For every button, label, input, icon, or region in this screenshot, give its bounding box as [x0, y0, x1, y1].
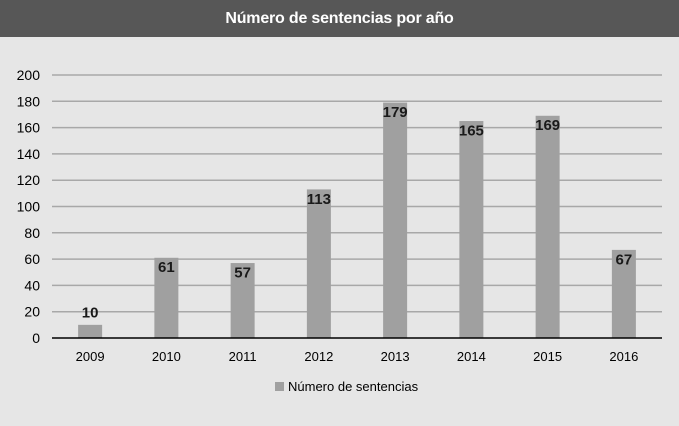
x-tick-label: 2015 [533, 349, 562, 364]
bar [230, 263, 255, 338]
legend-swatch [275, 382, 284, 391]
x-tick-label: 2009 [76, 349, 105, 364]
x-tick-label: 2014 [457, 349, 486, 364]
legend-label: Número de sentencias [288, 379, 419, 394]
data-label: 179 [383, 104, 408, 121]
y-tick-label: 60 [24, 251, 40, 267]
y-tick-label: 200 [17, 67, 41, 83]
data-label: 61 [158, 259, 175, 276]
data-label: 10 [82, 304, 99, 321]
y-tick-label: 180 [17, 93, 41, 109]
bars [78, 102, 636, 339]
data-label: 165 [459, 122, 484, 139]
y-tick-label: 160 [17, 120, 41, 136]
bar [459, 121, 484, 339]
x-tick-label: 2011 [229, 349, 257, 364]
y-tick-label: 100 [17, 199, 41, 215]
chart-title: Número de sentencias por año [225, 10, 454, 27]
y-tick-label: 140 [17, 146, 41, 162]
axes: 0 20 40 60 80 100 120 140 160 180 200 2009 2010 2011 2… [17, 67, 662, 364]
bar [611, 249, 636, 338]
data-labels: 10 61 57 113 179 165 169 67 [82, 104, 632, 321]
x-tick-label: 2012 [304, 349, 333, 364]
x-tick-label: 2016 [609, 349, 638, 364]
data-label: 57 [234, 264, 251, 281]
bar [535, 115, 560, 338]
data-label: 169 [535, 117, 560, 134]
bar [154, 257, 179, 338]
y-tick-label: 20 [24, 304, 40, 320]
y-tick-label: 120 [17, 172, 41, 188]
bar [78, 324, 103, 338]
x-tick-label: 2013 [381, 349, 410, 364]
y-tick-label: 0 [32, 330, 40, 346]
y-tick-label: 80 [24, 225, 40, 241]
bar [306, 189, 331, 338]
title-bar [0, 0, 679, 37]
data-label: 113 [307, 191, 331, 208]
x-tick-label: 2010 [152, 349, 181, 364]
gridlines [52, 74, 662, 313]
y-tick-label: 40 [24, 277, 40, 293]
legend: Número de sentencias [275, 379, 419, 394]
bar [383, 102, 408, 339]
data-label: 67 [616, 251, 633, 268]
